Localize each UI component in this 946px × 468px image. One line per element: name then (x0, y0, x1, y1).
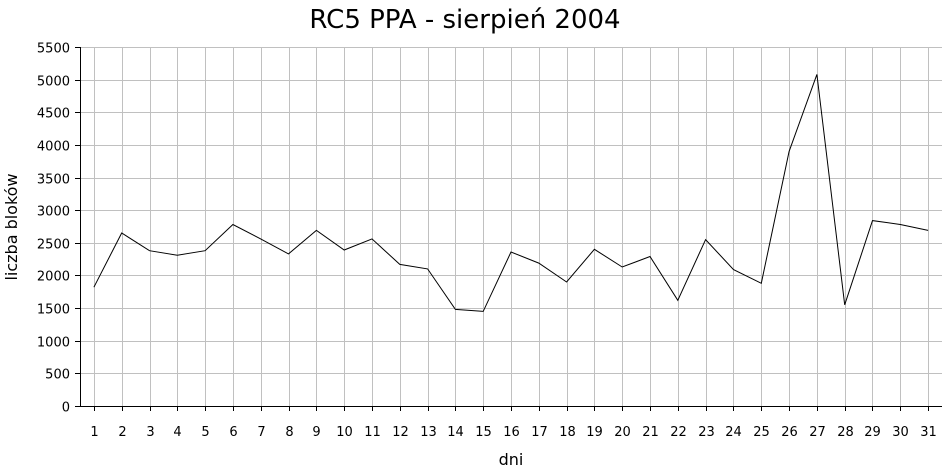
x-tick-label: 1 (90, 425, 98, 440)
x-tick-label: 26 (781, 425, 798, 440)
x-tick-label: 19 (586, 425, 603, 440)
y-tick-label: 5500 (37, 42, 70, 57)
x-tick-label: 4 (173, 425, 181, 440)
x-tick-label: 20 (614, 425, 631, 440)
x-tick-label: 13 (420, 425, 437, 440)
x-tick-label: 2 (118, 425, 126, 440)
grid (80, 47, 942, 406)
x-tick-label: 16 (503, 425, 520, 440)
y-tick-label: 0 (62, 401, 70, 416)
y-tick-label: 3000 (37, 205, 70, 220)
x-tick-label: 3 (146, 425, 154, 440)
y-axis-title: liczba bloków (2, 173, 21, 280)
x-tick-label: 11 (364, 425, 381, 440)
x-axis-title: dni (499, 450, 524, 468)
chart-title: RC5 PPA - sierpień 2004 (309, 5, 620, 35)
x-tick-label: 28 (837, 425, 854, 440)
y-tick-label: 1500 (37, 303, 70, 318)
x-tick-label: 17 (531, 425, 548, 440)
y-tick-label: 4500 (37, 107, 70, 122)
axes (75, 47, 942, 411)
x-tick-label: 31 (920, 425, 937, 440)
x-tick-label: 18 (559, 425, 576, 440)
x-tick-label: 27 (809, 425, 826, 440)
y-tick-label: 2500 (37, 238, 70, 253)
x-tick-label: 7 (257, 425, 265, 440)
x-tick-label: 29 (864, 425, 881, 440)
x-tick-label: 9 (312, 425, 320, 440)
x-tick-label: 5 (201, 425, 209, 440)
y-tick-labels: 0 500 1000 1500 2000 2500 3000 3500 4000 4500 5000… (37, 42, 70, 416)
x-tick-label: 10 (336, 425, 353, 440)
x-tick-label: 12 (392, 425, 409, 440)
x-tick-label: 22 (670, 425, 687, 440)
series-line (93, 74, 929, 312)
x-tick-label: 30 (892, 425, 909, 440)
x-tick-label: 23 (698, 425, 715, 440)
y-tick-label: 4000 (37, 140, 70, 155)
y-tick-label: 3500 (37, 173, 70, 188)
x-tick-label: 15 (475, 425, 492, 440)
x-tick-labels: 1 2 3 4 5 6 7 8 9 10 11 12 13 14 15 16 17 18 19 20 21 22 23 24 2… (90, 425, 936, 440)
x-tick-label: 14 (447, 425, 464, 440)
y-tick-label: 500 (45, 368, 70, 383)
y-tick-label: 1000 (37, 336, 70, 351)
x-tick-label: 24 (725, 425, 742, 440)
x-tick-label: 25 (753, 425, 770, 440)
x-tick-label: 8 (285, 425, 293, 440)
x-tick-label: 21 (642, 425, 659, 440)
y-tick-label: 5000 (37, 75, 70, 90)
x-tick-label: 6 (229, 425, 237, 440)
y-tick-label: 2000 (37, 270, 70, 285)
